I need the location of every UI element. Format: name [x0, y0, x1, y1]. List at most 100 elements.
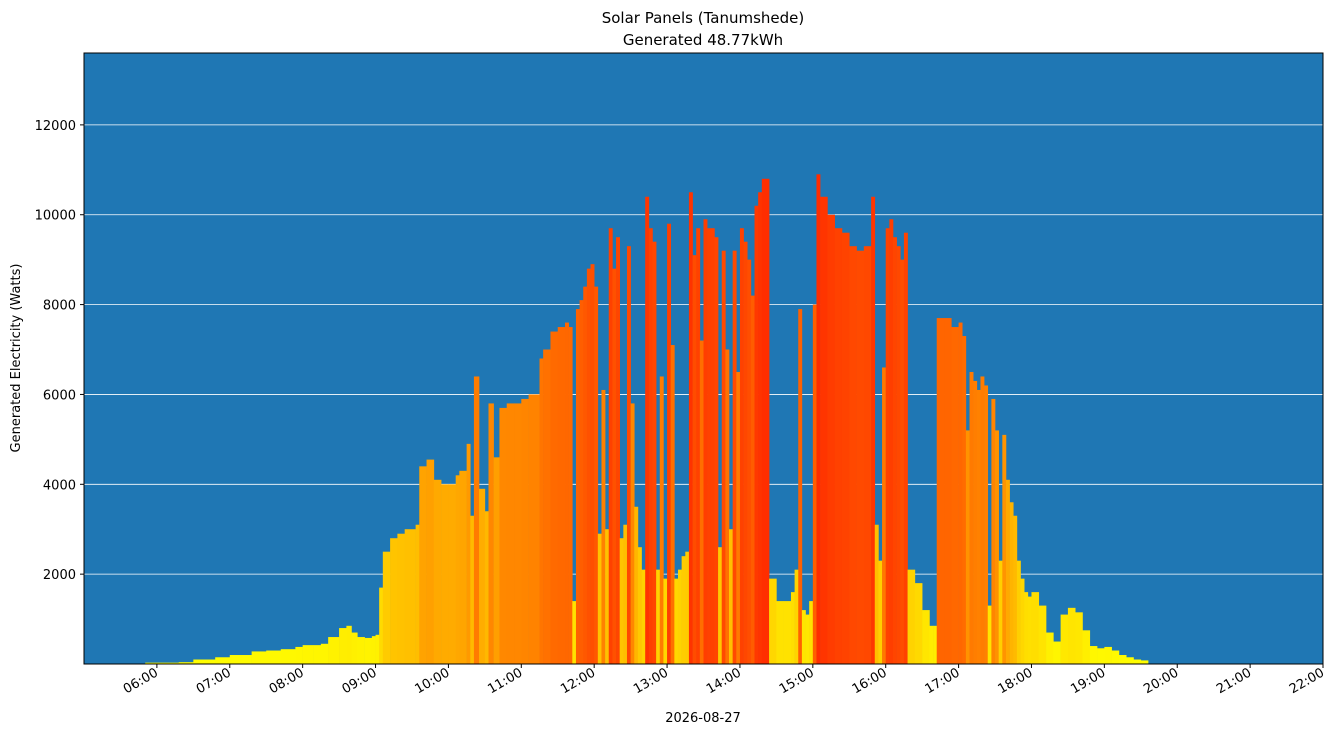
bar — [882, 367, 887, 664]
chart-title: Solar Panels (Tanumshede) — [602, 9, 805, 27]
bar — [575, 309, 580, 664]
bar — [645, 196, 650, 664]
bar — [936, 318, 945, 664]
y-axis-label: Generated Electricity (Watts) — [9, 264, 24, 453]
bar — [375, 634, 380, 664]
x-tick-label: 20:00 — [1141, 665, 1181, 697]
bar — [922, 610, 930, 664]
bar — [280, 649, 296, 664]
bar — [466, 443, 471, 664]
bar — [1140, 660, 1149, 664]
bar — [1027, 596, 1032, 664]
y-tick-label: 2000 — [43, 568, 76, 583]
bar — [725, 349, 730, 664]
bar — [951, 327, 959, 664]
bar — [1118, 655, 1127, 664]
bar — [729, 529, 733, 664]
bar — [1067, 607, 1076, 664]
bar — [758, 192, 763, 664]
bar — [794, 569, 799, 664]
bar — [145, 662, 180, 664]
bar — [415, 524, 420, 664]
bar — [863, 246, 872, 664]
bar — [900, 259, 905, 664]
bar — [718, 547, 723, 664]
x-axis: 06:00 07:00 08:00 09:00 10:00 11:00 12:00 13:00… — [121, 664, 1327, 697]
bar — [812, 304, 817, 664]
bar — [801, 610, 806, 664]
bar — [703, 219, 708, 664]
y-tick-label: 8000 — [43, 299, 76, 314]
bar — [827, 214, 835, 664]
bar — [351, 632, 358, 664]
bar — [455, 475, 460, 664]
bar — [229, 655, 252, 664]
bar — [696, 228, 701, 664]
x-tick-label: 21:00 — [1214, 665, 1254, 697]
bar — [933, 625, 938, 664]
bar — [663, 578, 668, 664]
x-tick-label: 18:00 — [996, 665, 1036, 697]
bar — [965, 430, 970, 664]
bar — [339, 628, 347, 664]
bar — [479, 488, 486, 664]
bar — [681, 556, 686, 664]
bar — [659, 376, 664, 664]
x-tick-label: 15:00 — [777, 665, 817, 697]
x-tick-label: 10:00 — [412, 665, 452, 697]
x-tick-label: 08:00 — [267, 665, 307, 697]
chart-subtitle: Generated 48.77kWh — [623, 31, 783, 49]
bar — [488, 403, 494, 664]
bar — [313, 645, 322, 664]
x-tick-label: 22:00 — [1287, 665, 1327, 697]
bar — [805, 614, 810, 664]
bar — [892, 237, 897, 664]
bar — [648, 228, 653, 664]
bar — [688, 192, 693, 664]
bar — [816, 174, 821, 665]
bar — [346, 625, 352, 664]
bar — [874, 524, 879, 664]
bar — [754, 205, 759, 664]
bar — [320, 643, 329, 664]
x-tick-label: 07:00 — [194, 665, 234, 697]
bar — [459, 470, 467, 664]
bar — [783, 601, 792, 664]
bar — [1046, 632, 1054, 664]
bar — [995, 430, 999, 664]
bar — [550, 331, 559, 664]
y-tick-label: 6000 — [43, 388, 76, 403]
bar — [626, 246, 631, 664]
bar — [944, 318, 952, 664]
bar — [736, 371, 741, 664]
bar — [714, 237, 719, 664]
bar — [371, 636, 376, 664]
bar — [586, 268, 591, 664]
bar — [328, 637, 340, 664]
bar — [765, 178, 770, 664]
bar — [594, 286, 599, 664]
bar — [579, 300, 584, 664]
bar — [419, 466, 427, 664]
bar — [404, 529, 416, 664]
bar — [1005, 479, 1010, 664]
x-tick-label: 09:00 — [340, 665, 380, 697]
bar — [605, 529, 610, 664]
bar — [1013, 515, 1018, 664]
x-axis-label: 2026-08-27 — [665, 711, 741, 726]
bar — [739, 228, 744, 664]
bar — [820, 196, 828, 664]
plot-frame — [83, 52, 1324, 665]
bar — [699, 340, 704, 664]
bar — [1024, 592, 1029, 664]
bar — [1053, 641, 1061, 664]
bar — [484, 511, 489, 664]
bar — [448, 484, 456, 664]
bar — [441, 484, 449, 664]
bar — [1002, 434, 1007, 664]
bar — [215, 657, 231, 664]
bar — [473, 376, 480, 664]
bar — [1111, 650, 1120, 664]
bar — [747, 259, 752, 664]
